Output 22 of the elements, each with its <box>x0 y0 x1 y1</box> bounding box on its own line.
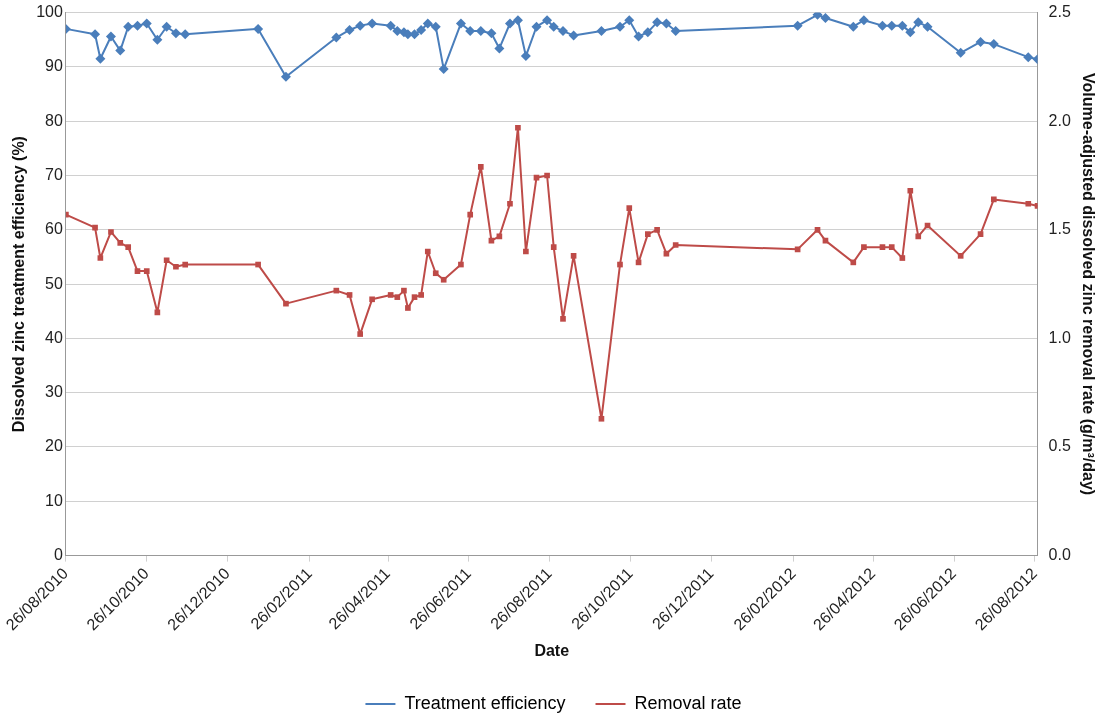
y-tick-label: 0 <box>53 546 63 564</box>
y-tick-label: 80 <box>45 111 63 129</box>
y-tick-label: 70 <box>45 165 63 183</box>
x-axis-title: Date <box>534 641 570 659</box>
y-tick-label: 20 <box>45 437 63 455</box>
y-tick-label: 30 <box>45 383 63 401</box>
y2-axis-title: Volume-adjusted dissolved zinc removal rate (g/m³/day) <box>1079 73 1097 496</box>
y2-tick-label: 1.5 <box>1048 220 1071 238</box>
y-tick-label: 50 <box>45 274 63 292</box>
y2-tick-label: 2.5 <box>1048 3 1071 21</box>
y-axis-title: Dissolved zinc treatment efficiency (%) <box>10 136 28 433</box>
y-tick-label: 10 <box>45 491 63 509</box>
y2-tick-label: 2.0 <box>1048 111 1071 129</box>
legend-label: Treatment efficiency <box>404 692 566 713</box>
legend-label: Removal rate <box>634 692 742 713</box>
y-tick-label: 100 <box>36 3 63 21</box>
y2-tick-label: 0.5 <box>1048 437 1071 455</box>
y-tick-label: 90 <box>45 57 63 75</box>
y-tick-label: 60 <box>45 220 63 238</box>
y-tick-label: 40 <box>45 328 63 346</box>
y2-tick-label: 1.0 <box>1048 328 1071 346</box>
y2-tick-label: 0.0 <box>1048 546 1071 564</box>
